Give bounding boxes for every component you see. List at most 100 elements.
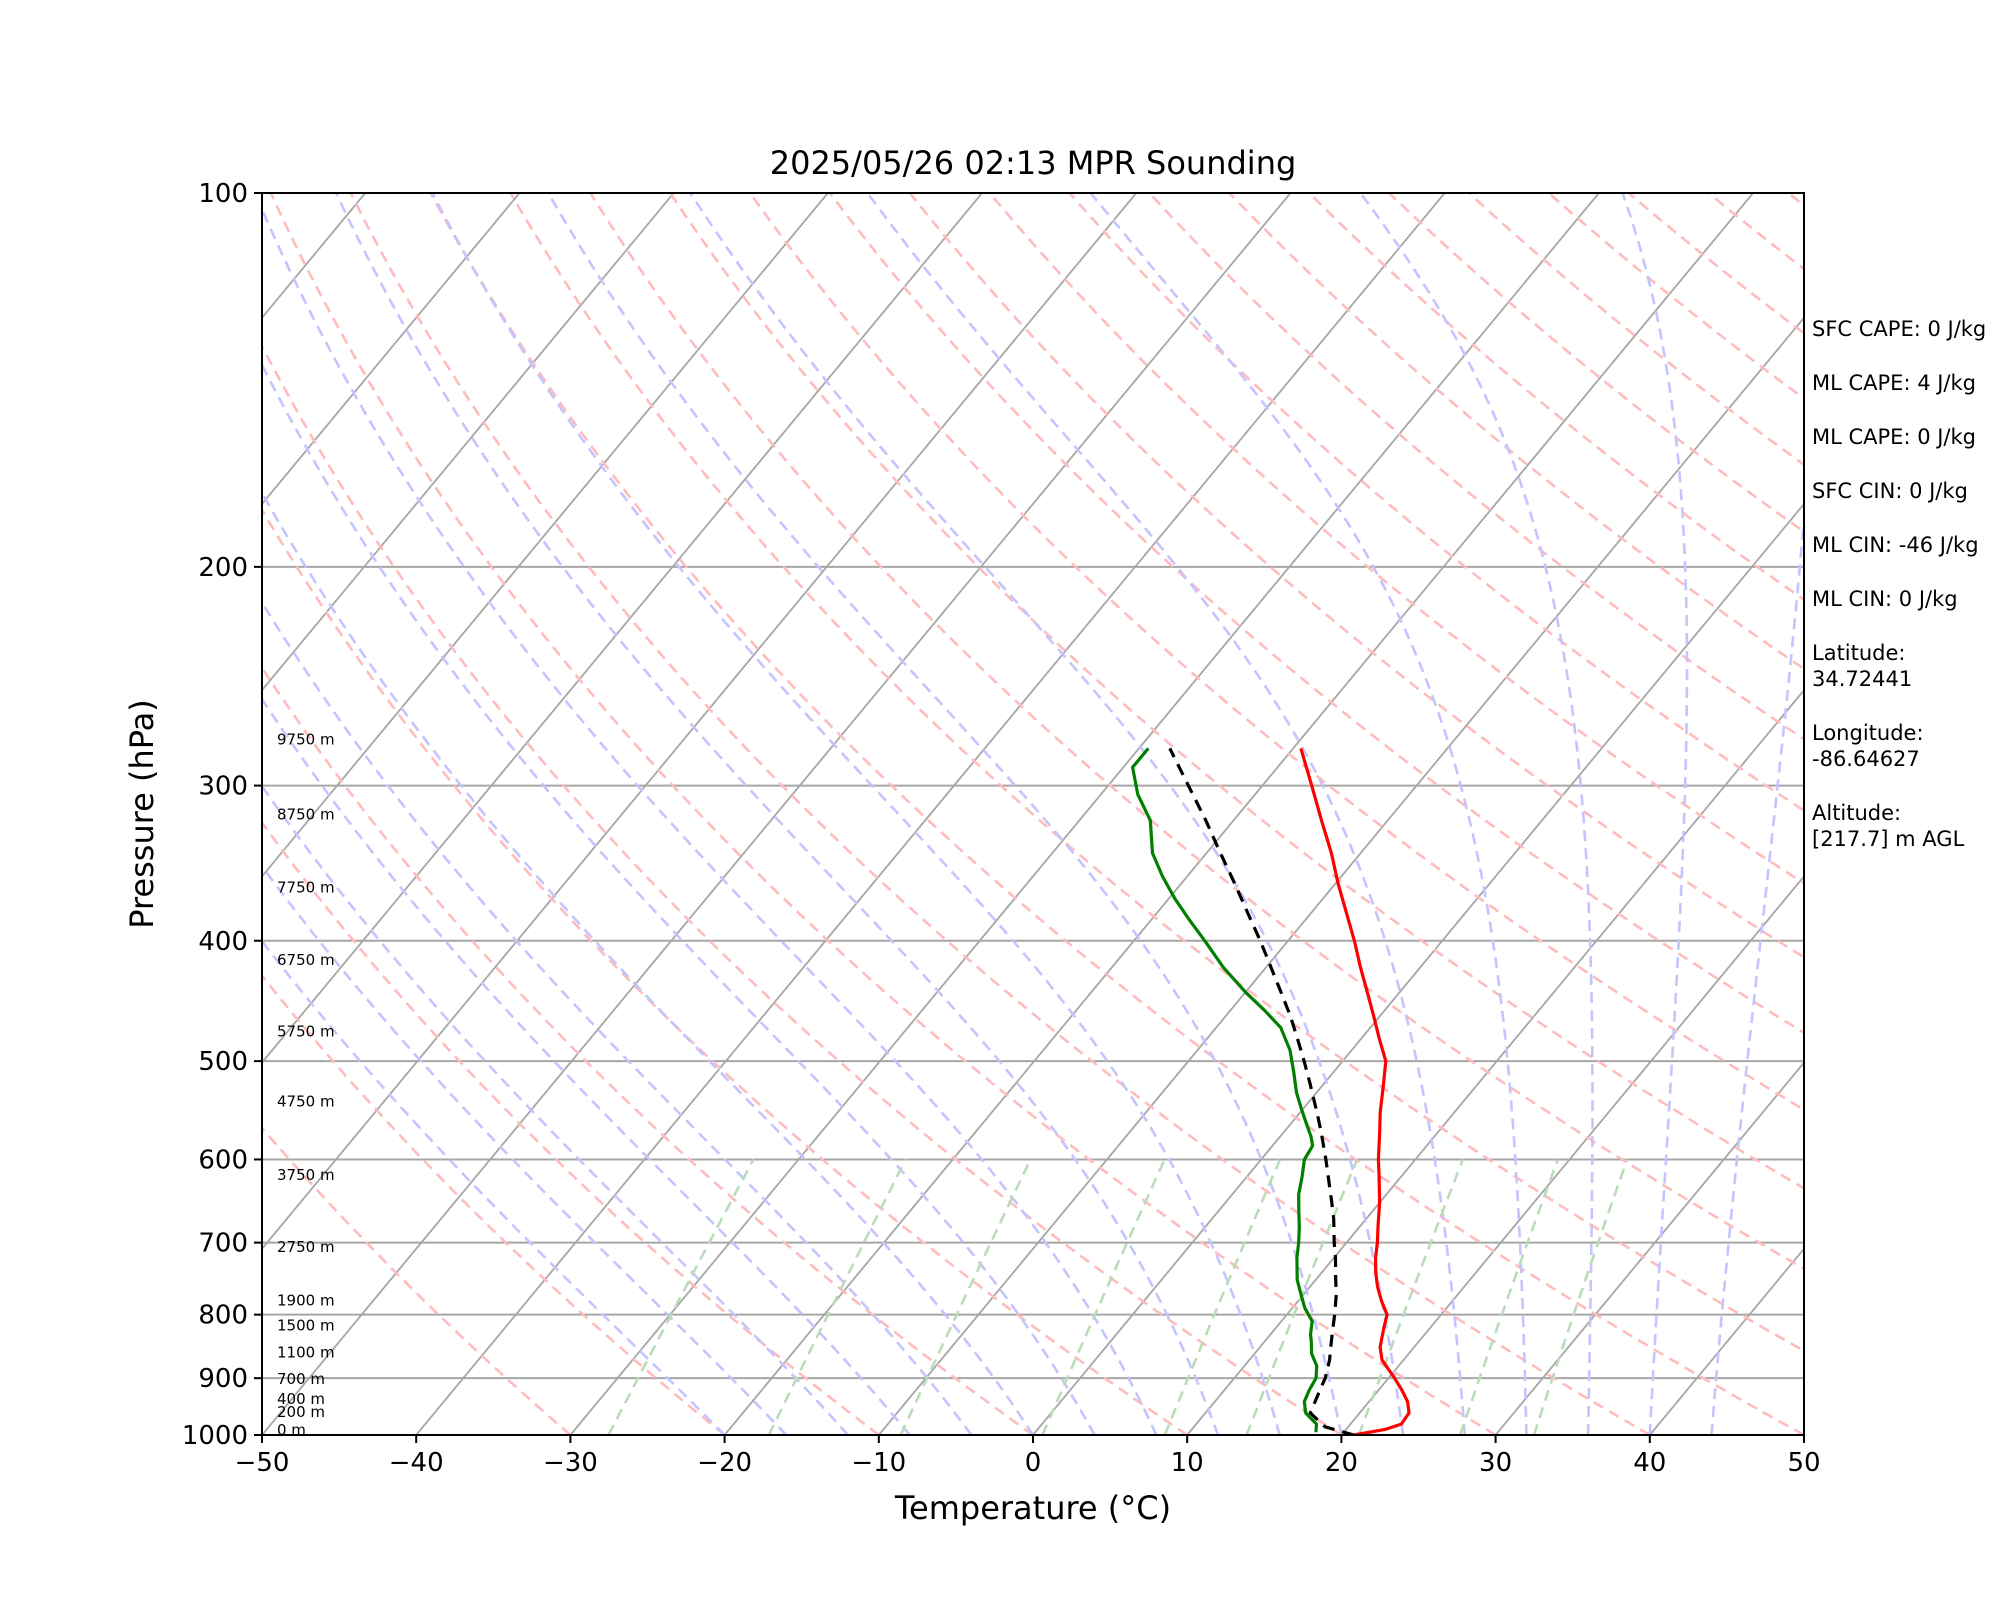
x-tick-label: −50 — [235, 1448, 290, 1478]
isotherm-line — [262, 193, 521, 506]
isotherm-line — [723, 193, 1754, 1435]
x-tick-label: −40 — [389, 1448, 444, 1478]
height-label: 7750 m — [277, 879, 335, 897]
moist-adiabat-line — [1359, 193, 1594, 1435]
isotherm-line — [262, 193, 1292, 1435]
mixing-ratio-line — [1458, 1159, 1560, 1435]
sounding-info-item: Longitude: -86.64627 — [1812, 721, 1924, 771]
height-label: 9750 m — [277, 730, 335, 748]
isotherm-line — [1186, 688, 1804, 1435]
height-label: 1900 m — [277, 1291, 335, 1309]
y-axis-label: Pressure (hPa) — [123, 699, 161, 929]
dry-adiabat-line — [828, 193, 1804, 1035]
x-axis-label: Temperature (°C) — [894, 1489, 1171, 1527]
y-tick-label: 900 — [198, 1364, 248, 1394]
mixing-ratio-line — [607, 1158, 755, 1435]
height-label: 200 m — [277, 1403, 325, 1421]
moist-adiabat-line — [547, 193, 1343, 1435]
height-label: 3750 m — [277, 1166, 335, 1184]
dry-adiabat-line — [262, 343, 1343, 1435]
moist-adiabat-line — [262, 784, 849, 1435]
dry-adiabat-line — [262, 973, 726, 1435]
isotherm-line — [262, 193, 675, 692]
dry-adiabat-line — [988, 193, 1804, 885]
isotherm-line — [1494, 1061, 1804, 1435]
mixing-ratio-line — [1163, 1158, 1282, 1435]
mixing-ratio-line — [767, 1158, 907, 1435]
series-layer — [1131, 747, 1411, 1435]
moist-adiabat-line — [689, 193, 1405, 1435]
x-tick-label: −20 — [697, 1448, 752, 1478]
moist-adiabat-line — [262, 939, 726, 1435]
y-tick-label: 200 — [198, 553, 248, 583]
x-tick-label: 10 — [1171, 1448, 1204, 1478]
isotherm-line — [1340, 874, 1804, 1435]
isotherm-line — [0, 193, 57, 1435]
mixing-ratio-line — [1041, 1158, 1166, 1435]
dry-adiabat-line — [349, 193, 1651, 1435]
x-axis-ticks: −50 −40 −30 −20 −10 0 10 20 30 40 50 — [235, 1435, 1821, 1478]
height-label: 1100 m — [277, 1344, 335, 1362]
height-label: 700 m — [277, 1370, 325, 1388]
dry-adiabat-line — [589, 193, 1804, 1271]
moist-adiabat-line — [262, 600, 973, 1435]
isotherm-line — [262, 193, 829, 878]
mixing-ratio-line — [1357, 1159, 1465, 1435]
temperature-profile-line — [1299, 747, 1411, 1435]
height-label: 6750 m — [277, 951, 335, 969]
dry-adiabat-line — [509, 193, 1804, 1353]
moist-adiabat-line — [1710, 502, 1804, 1435]
sounding-info-panel: SFC CAPE: 0 J/kg ML CAPE: 4 J/kg ML CAPE: … — [1812, 316, 1998, 880]
x-tick-label: 50 — [1787, 1448, 1820, 1478]
dry-adiabat-line — [262, 820, 880, 1435]
isotherm-line — [569, 193, 1600, 1435]
isotherm-line — [415, 193, 1446, 1435]
x-tick-label: 20 — [1325, 1448, 1358, 1478]
isotherm-line — [262, 193, 1137, 1251]
dry-adiabat-line — [1148, 193, 1804, 741]
x-tick-label: 40 — [1633, 1448, 1666, 1478]
height-label: 1500 m — [277, 1316, 335, 1334]
y-tick-label: 300 — [198, 772, 248, 802]
height-label: 400 m — [277, 1390, 325, 1408]
y-tick-label: 100 — [198, 179, 248, 209]
moist-adiabat-line — [262, 864, 788, 1435]
sounding-info-item: ML CIN: -46 J/kg — [1812, 533, 1979, 557]
dry-adiabat-line — [262, 665, 1034, 1435]
x-tick-label: 0 — [1025, 1448, 1042, 1478]
dry-adiabat-line — [429, 193, 1804, 1435]
dry-adiabat-line — [1468, 193, 1804, 467]
sounding-info-item: Altitude: [217.7] m AGL — [1812, 801, 1965, 851]
sounding-info-item: SFC CAPE: 0 J/kg — [1812, 317, 1987, 341]
grid-layer — [262, 565, 1804, 1380]
height-label: 0 m — [277, 1421, 306, 1439]
moist-adiabat-line — [431, 193, 1281, 1435]
y-tick-label: 700 — [198, 1229, 248, 1259]
sounding-info-item: ML CAPE: 4 J/kg — [1812, 371, 1977, 395]
sounding-info-item: ML CIN: 0 J/kg — [1812, 587, 1958, 611]
isotherm-line — [262, 193, 983, 1064]
mixing-ratio-line — [899, 1158, 1032, 1435]
isotherm-line — [878, 316, 1804, 1435]
sounding-info-item: SFC CIN: 0 J/kg — [1812, 479, 1968, 503]
y-tick-label: 800 — [198, 1301, 248, 1331]
dry-adiabat-line — [669, 193, 1804, 1190]
dry-adiabat-line — [908, 193, 1804, 959]
height-label: 2750 m — [277, 1238, 335, 1256]
isotherm-line — [0, 193, 211, 1435]
y-tick-label: 500 — [198, 1047, 248, 1077]
moist-adiabat-line — [1089, 193, 1528, 1435]
dry-adiabat-line — [262, 507, 1188, 1435]
dewpoint-profile-line — [1131, 747, 1319, 1433]
moist-adiabat-line — [334, 193, 1220, 1435]
sounding-info-item: Latitude: 34.72441 — [1812, 641, 1913, 691]
moist-adiabat-line — [262, 696, 911, 1435]
dry-adiabat-line — [269, 193, 1497, 1435]
background-lines — [0, 193, 1804, 1435]
x-tick-label: −10 — [851, 1448, 906, 1478]
chart-title: 2025/05/26 02:13 MPR Sounding — [770, 144, 1297, 182]
dry-adiabat-line — [748, 193, 1804, 1112]
height-label: 5750 m — [277, 1022, 335, 1040]
height-label: 8750 m — [277, 805, 335, 823]
